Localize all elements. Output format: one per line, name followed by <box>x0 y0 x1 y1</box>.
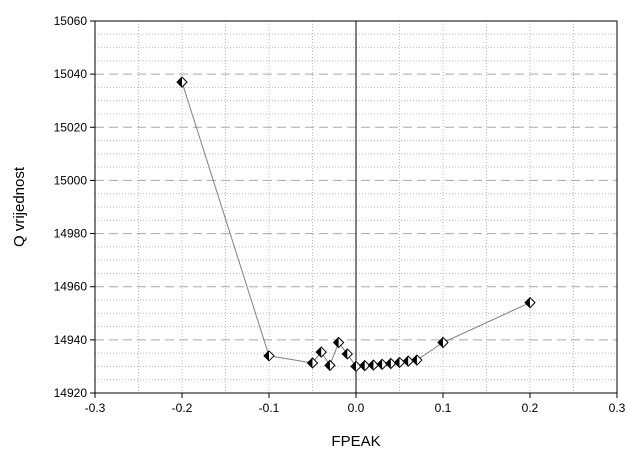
data-point-marker-outline <box>324 359 336 372</box>
data-point <box>358 359 371 372</box>
data-point-marker-fill <box>359 360 365 371</box>
data-point <box>341 348 354 360</box>
x-tick-label: 0.0 <box>348 401 365 415</box>
data-point-marker-fill <box>403 356 409 367</box>
data-point-marker-outline <box>376 358 388 371</box>
data-point-marker-outline <box>524 296 536 309</box>
data-point-marker-outline <box>437 336 449 349</box>
data-point <box>402 355 414 367</box>
markers <box>176 76 536 373</box>
data-point-marker-outline <box>332 336 345 349</box>
data-point <box>393 356 406 369</box>
data-point <box>176 76 188 88</box>
x-tick-label: 0.2 <box>522 401 539 415</box>
data-point-marker-fill <box>385 358 391 369</box>
data-point-marker-fill <box>316 347 322 358</box>
y-tick-label: 15020 <box>54 120 88 134</box>
data-point-marker-outline <box>341 348 354 360</box>
data-point-marker-fill <box>525 297 530 308</box>
y-tick-labels: 14920 14940 14960 14980 15000 15020 15040 15060 <box>54 14 88 400</box>
data-point-marker-fill <box>394 357 400 368</box>
y-tick-label: 14920 <box>54 386 88 400</box>
data-point <box>385 357 397 370</box>
data-point-marker-fill <box>368 360 374 371</box>
x-tick-label: -0.1 <box>259 401 280 415</box>
data-point <box>437 336 449 349</box>
data-point-marker-fill <box>264 350 269 361</box>
data-point <box>332 336 345 349</box>
data-point-marker-outline <box>263 350 275 362</box>
x-tick-label: -0.3 <box>85 401 106 415</box>
y-tick-label: 14960 <box>54 280 88 294</box>
data-point <box>315 346 327 358</box>
data-point-marker-fill <box>411 355 417 366</box>
data-point-marker-fill <box>351 361 356 372</box>
data-point-marker-fill <box>342 348 348 359</box>
data-point-marker-outline <box>306 357 319 369</box>
data-point <box>411 354 423 366</box>
y-tick-label: 14980 <box>54 227 88 241</box>
x-axis-label: FPEAK <box>331 433 380 450</box>
data-point-marker-outline <box>315 346 327 358</box>
data-point <box>324 359 336 372</box>
y-tick-label: 15060 <box>54 14 88 28</box>
data-point <box>524 296 536 309</box>
x-tick-labels: -0.3 -0.2 -0.1 0.0 0.1 0.2 0.3 <box>85 401 626 415</box>
data-point-marker-fill <box>307 357 313 368</box>
data-point-marker-fill <box>177 77 182 88</box>
y-axis-label: Q vrijednost <box>11 166 28 247</box>
x-tick-label: 0.1 <box>435 401 452 415</box>
y-tick-label: 15040 <box>54 67 88 81</box>
data-point-marker-outline <box>350 360 362 373</box>
y-tick-label: 15000 <box>54 173 88 187</box>
data-point <box>367 359 380 371</box>
x-tick-label: 0.3 <box>609 401 626 415</box>
data-point <box>376 358 388 371</box>
x-tick-label: -0.2 <box>172 401 193 415</box>
data-point-marker-outline <box>358 359 371 372</box>
data-point <box>263 350 275 362</box>
data-point-marker-outline <box>176 76 188 88</box>
data-point-marker-outline <box>402 355 414 367</box>
data-point-marker-outline <box>385 357 397 370</box>
ticks <box>90 20 618 398</box>
y-tick-label: 14940 <box>54 333 88 347</box>
data-point-marker-fill <box>377 359 383 370</box>
data-point <box>306 357 319 369</box>
data-point-marker-fill <box>438 337 443 348</box>
data-point-marker-fill <box>333 337 339 348</box>
data-point-marker-fill <box>324 360 330 371</box>
data-point-marker-outline <box>411 354 423 366</box>
data-point-marker-outline <box>367 359 380 371</box>
data-point <box>350 360 362 373</box>
